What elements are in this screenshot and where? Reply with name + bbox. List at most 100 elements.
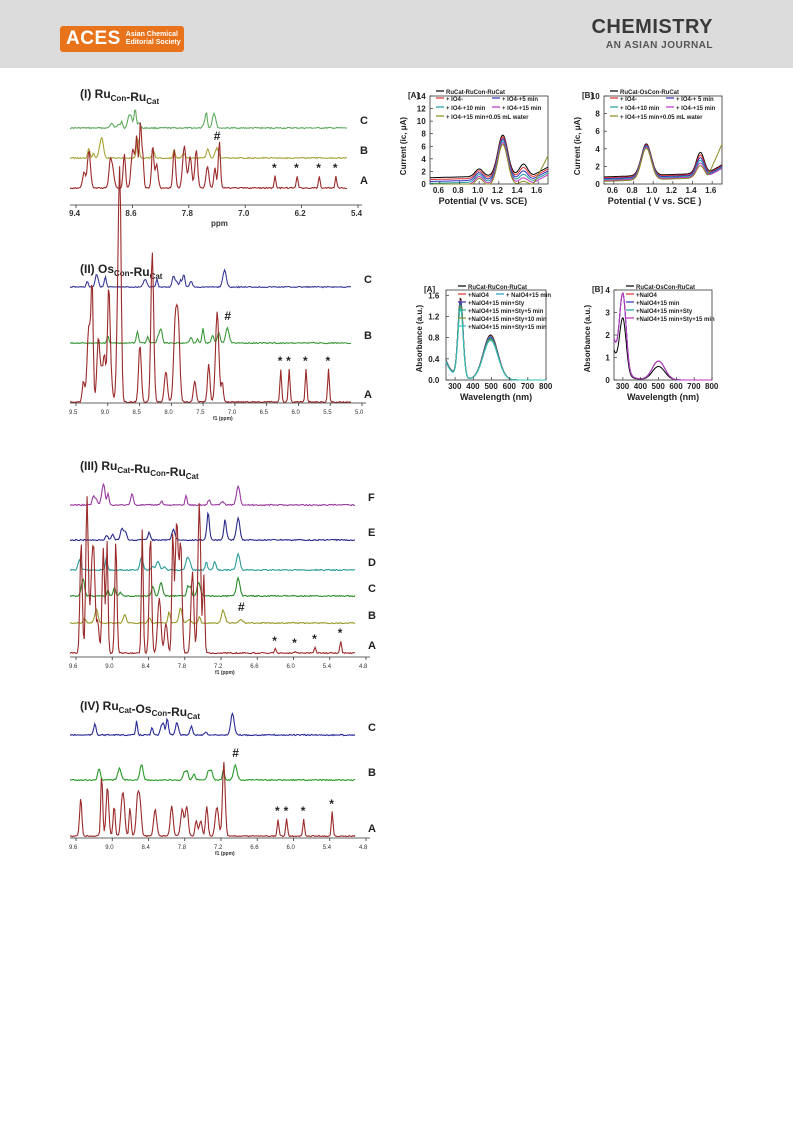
aces-logo-subtitle: Asian Chemical Editorial Society	[125, 31, 181, 46]
chart-y-tick-label: 0.0	[428, 376, 440, 385]
chart-x-tick-label: 400	[466, 382, 480, 391]
nmr-tick-label: 4.8	[359, 845, 368, 851]
chart-x-tick-label: 500	[484, 382, 498, 391]
nmr-xlabel: f1 (ppm)	[213, 416, 233, 422]
chart-y-tick-label: 2	[595, 162, 600, 171]
nmr-trace-label: E	[368, 527, 375, 539]
chart-legend-entry: +NaIO4+15 min+Sty	[468, 301, 525, 307]
nmr-star-marker: *	[316, 161, 321, 175]
chart-series-line	[604, 144, 723, 180]
nmr-trace-E	[69, 511, 355, 542]
chart-series-line	[603, 143, 723, 182]
nmr-trace-F	[69, 482, 355, 507]
nmr-trace-A	[69, 122, 348, 190]
chart-frame	[603, 95, 723, 185]
chart-legend-entry: + IO4-+10 min	[620, 106, 660, 112]
chart-y-tick-label: 0.8	[428, 334, 440, 343]
chart-x-tick-label: 1.2	[492, 186, 504, 195]
chart-xlabel: Potential ( V vs. SCE )	[608, 196, 702, 206]
chart-x-tick-label: 300	[448, 382, 462, 391]
chart-series-line	[604, 144, 723, 179]
chart-legend: RuCat-OsCon-RuCat+ IO4- + IO4-+ 5 min + IO…	[610, 90, 716, 121]
chart-panel-label: [A]	[408, 91, 419, 100]
chart-y-tick-label: 4	[595, 145, 600, 154]
chart-x-tick-label: 0.8	[627, 186, 639, 195]
chart-xlabel: Potential (V vs. SCE)	[439, 196, 528, 206]
nmr-tick-label: 9.0	[105, 845, 114, 851]
chart-legend-entry: + IO4-+15 min+0.05 mL water	[620, 115, 703, 121]
nmr-hash-marker: #	[224, 309, 231, 323]
nmr-tick-label: 6.0	[287, 664, 296, 670]
chart-y-tick-label: 6	[595, 127, 600, 136]
nmr-tick-label: 9.4	[69, 209, 81, 218]
nmr-hash-marker: #	[232, 746, 239, 760]
chart-y-tick-label: 10	[591, 92, 600, 101]
nmr-star-marker: *	[312, 632, 317, 646]
chart-series-line	[430, 138, 549, 182]
nmr-xlabel: ppm	[211, 219, 228, 228]
chart-panel-label: [B]	[592, 285, 603, 294]
nmr-xlabel: f1 (ppm)	[215, 851, 235, 857]
chart-y-tick-label: 4	[605, 286, 610, 295]
chart-y-tick-label: 6	[421, 142, 426, 151]
chart-legend-entry: +NaIO4	[468, 293, 490, 299]
nmr-trace-label: B	[360, 145, 368, 157]
nmr-trace-B	[69, 763, 356, 782]
chart-x-tick-label: 800	[539, 382, 553, 391]
nmr-trace-label: A	[368, 823, 376, 835]
chart-x-tick-label: 500	[652, 382, 666, 391]
chart-series-line	[613, 317, 712, 381]
nmr-tick-label: 7.8	[182, 209, 194, 218]
nmr-trace-label: D	[368, 557, 376, 569]
chart-legend-entry: +NaIO4+15 min+Sty+15 min	[636, 317, 715, 323]
nmr-tick-label: 7.2	[214, 845, 223, 851]
chart-xlabel: Wavelength (nm)	[460, 392, 532, 402]
nmr-star-marker: *	[272, 634, 277, 648]
chart-series-line	[430, 143, 549, 185]
nmr-tick-label: 6.2	[295, 209, 307, 218]
nmr-trace-B	[69, 607, 356, 625]
nmr-tick-label: 9.6	[69, 845, 78, 851]
chart-legend-entry: RuCat-OsCon-RuCat	[636, 285, 695, 291]
chart-series-line	[604, 145, 723, 181]
nmr-trace-label: A	[360, 175, 368, 187]
chart-legend-entry: + IO4-+15 min	[502, 106, 542, 112]
nmr-panel-title: (IV) RuCat-OsCon-RuCat	[80, 699, 200, 721]
nmr-panel-title: (III) RuCat-RuCon-RuCat	[80, 459, 199, 481]
nmr-tick-label: 7.5	[196, 410, 205, 416]
chart-x-tick-label: 300	[616, 382, 630, 391]
aces-logo: ACES Asian Chemical Editorial Society	[60, 26, 184, 52]
chart-series-line	[603, 143, 723, 178]
nmr-hash-marker: #	[214, 129, 221, 143]
chart-legend-entry: + IO4-+5 min	[502, 97, 538, 103]
chart-x-tick-label: 400	[634, 382, 648, 391]
nmr-star-marker: *	[301, 804, 306, 818]
nmr-trace-label: C	[360, 115, 368, 127]
nmr-star-marker: *	[292, 636, 297, 650]
chart-3: 300 400 500 600 700 800 0.0 0.4 0.8 1.2 1.6[A] Wave…	[415, 285, 553, 402]
nmr-tick-label: 8.0	[164, 410, 173, 416]
chart-frame	[445, 289, 547, 381]
chart-legend-entry: +NaIO4+15 min+Sty+5 min	[468, 309, 544, 315]
chart-series-line	[430, 134, 549, 179]
chart-legend: RuCat-RuCon-RuCat +NaIO4 + NaIO4+15 min +Na…	[458, 285, 551, 331]
nmr-tick-label: 6.0	[291, 410, 300, 416]
chart-x-tick-label: 1.4	[512, 186, 524, 195]
chart-legend-entry: + IO4-+15 min+0.05 mL water	[446, 115, 529, 121]
journal-title: CHEMISTRY AN ASIAN JOURNAL	[591, 16, 713, 51]
chart-x-tick-label: 1.6	[705, 186, 717, 195]
chart-legend-entry: +NaIO4+15 min+Sty+10 min	[468, 317, 547, 323]
nmr-trace-A	[69, 761, 356, 838]
nmr-trace-C	[69, 575, 356, 598]
nmr-tick-label: 8.5	[133, 410, 142, 416]
chart-y-tick-label: 12	[417, 105, 426, 114]
nmr-star-marker: *	[329, 797, 334, 811]
chart-series-line	[429, 140, 549, 184]
chart-legend-entry: + IO4-	[620, 97, 637, 103]
chart-legend-entry: +NaIO4	[636, 293, 658, 299]
chart-y-tick-label: 1	[605, 354, 610, 363]
nmr-trace-B	[69, 136, 348, 160]
journal-title-line2: AN ASIAN JOURNAL	[605, 40, 713, 51]
chart-ylabel: Absorbance (a.u.)	[415, 304, 424, 372]
chart-ylabel: Current (ic, μA)	[399, 117, 408, 176]
